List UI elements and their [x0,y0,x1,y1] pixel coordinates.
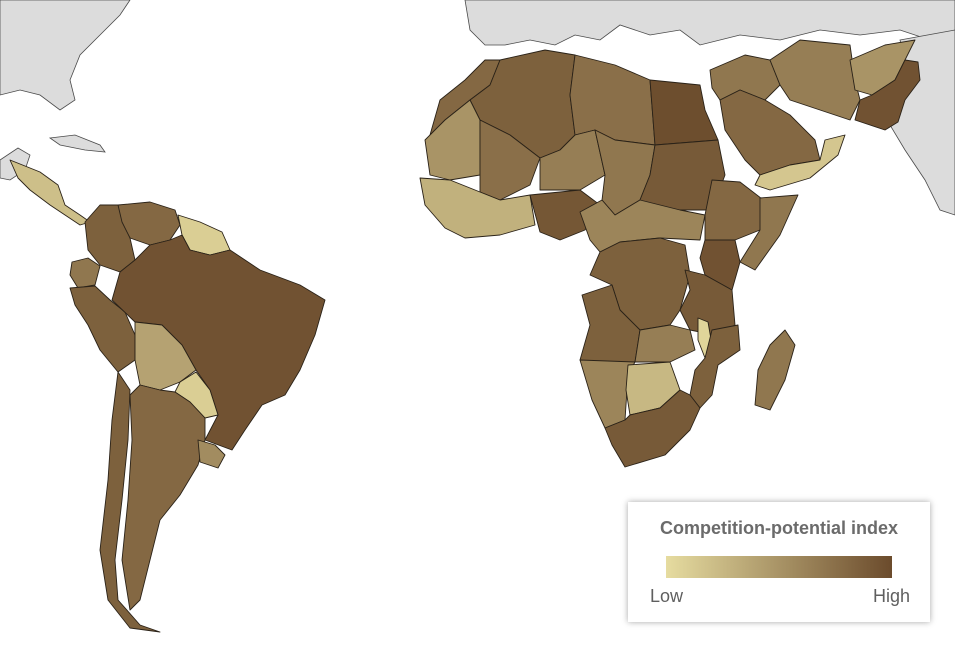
country-libya [569,54,656,146]
country-ethiopia [704,179,771,241]
country-pakistan [854,59,921,131]
country-central-america [9,159,91,226]
africa-middle-east [419,39,921,468]
north-america-land [0,0,131,111]
country-mozambique [689,324,741,409]
legend-title: Competition-potential index [660,518,898,538]
country-uruguay [197,439,226,469]
south-america [9,159,326,633]
europe-land [464,0,955,46]
country-yemen-oman [754,134,846,191]
country-zambia [634,324,696,363]
country-madagascar [754,329,796,411]
map-legend: Competition-potential index Low High [628,502,930,622]
country-chile [99,371,161,633]
no-data-regions [0,0,955,216]
country-nigeria [529,189,601,241]
country-drc [589,237,691,331]
country-iran [769,39,861,121]
country-ecuador [69,257,101,289]
legend-low-label: Low [650,586,684,606]
country-somalia [739,194,799,271]
country-west-africa [419,177,536,239]
country-egypt [649,79,719,146]
country-south-africa [604,389,701,468]
country-argentina [121,384,206,611]
country-central-africa [579,199,706,253]
legend-color-ramp [666,556,892,578]
caribbean-islands [48,134,106,153]
legend-high-label: High [872,586,910,606]
country-mali [479,119,541,201]
country-colombia [84,204,136,273]
